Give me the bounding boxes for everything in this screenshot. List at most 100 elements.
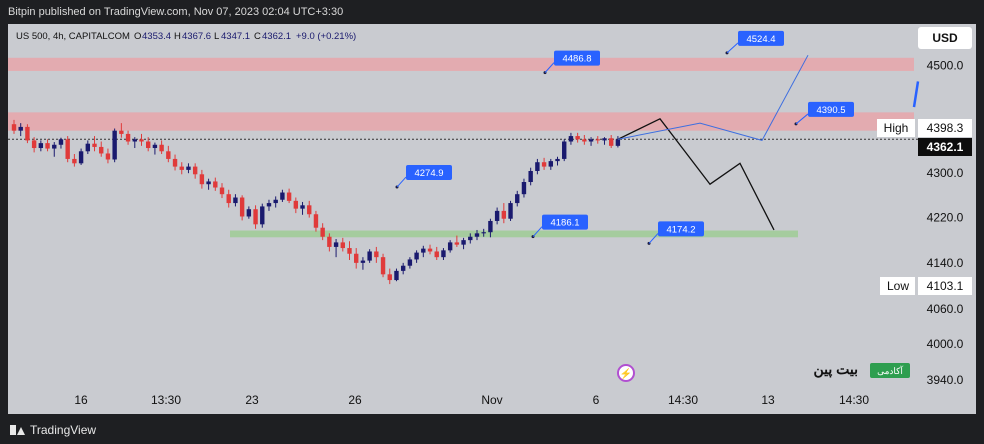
candle[interactable] (414, 250, 419, 263)
candle[interactable] (239, 195, 245, 221)
candle[interactable] (441, 248, 446, 261)
candle[interactable] (333, 238, 339, 258)
candle[interactable] (427, 244, 433, 255)
candle[interactable] (320, 223, 325, 241)
currency-button[interactable]: USD (918, 27, 972, 49)
candle[interactable] (354, 248, 359, 269)
candle[interactable] (31, 137, 37, 153)
candle[interactable] (99, 141, 104, 157)
candle[interactable] (172, 154, 178, 171)
candle[interactable] (266, 199, 272, 211)
candle[interactable] (340, 237, 345, 252)
candle[interactable] (253, 205, 258, 229)
tradingview-logo[interactable]: TradingView (10, 423, 96, 437)
candle[interactable] (132, 137, 137, 149)
candle[interactable] (260, 203, 265, 228)
price-callout[interactable]: 4524.4 (725, 30, 785, 55)
candle[interactable] (474, 229, 480, 241)
candle[interactable] (562, 139, 567, 162)
candle[interactable] (219, 183, 225, 199)
candle[interactable] (555, 156, 560, 166)
candle[interactable] (112, 128, 117, 163)
candle[interactable] (18, 123, 23, 137)
candle[interactable] (400, 262, 406, 275)
candle[interactable] (374, 246, 379, 263)
candle[interactable] (166, 145, 171, 163)
candle[interactable] (152, 142, 158, 155)
candle[interactable] (307, 200, 312, 218)
candle[interactable] (78, 148, 84, 165)
candle[interactable] (387, 268, 392, 285)
candle[interactable] (434, 246, 439, 261)
candle[interactable] (508, 200, 513, 221)
candle[interactable] (575, 132, 580, 143)
candle[interactable] (11, 119, 17, 134)
candle[interactable] (515, 190, 520, 207)
candle[interactable] (360, 257, 366, 270)
candle[interactable] (528, 167, 533, 186)
candle[interactable] (179, 162, 184, 175)
candle[interactable] (461, 237, 466, 250)
candle[interactable] (213, 177, 218, 191)
candle[interactable] (92, 136, 97, 152)
candle[interactable] (481, 228, 486, 237)
candle[interactable] (535, 158, 540, 175)
candle[interactable] (347, 241, 352, 261)
candle[interactable] (38, 140, 44, 152)
candle[interactable] (199, 169, 205, 189)
candle[interactable] (421, 245, 426, 258)
candle[interactable] (454, 235, 460, 247)
candle[interactable] (206, 178, 211, 190)
price-callout[interactable]: 4186.1 (531, 214, 589, 239)
chart-frame[interactable]: 4486.8 4524.4 4390.5 4274.9 4186.1 4174.2 US … (8, 24, 976, 414)
candle[interactable] (72, 154, 77, 167)
candle[interactable] (501, 203, 507, 224)
candle[interactable] (494, 207, 500, 225)
candle[interactable] (380, 253, 386, 278)
chart-svg[interactable]: 4486.8 4524.4 4390.5 4274.9 4186.1 4174.2 US … (8, 24, 976, 414)
candle[interactable] (313, 210, 319, 232)
candle[interactable] (615, 136, 621, 148)
candle[interactable] (608, 135, 614, 149)
projection-blue-line[interactable] (617, 54, 809, 142)
candle[interactable] (25, 124, 30, 144)
candle[interactable] (159, 140, 164, 155)
candle[interactable] (548, 158, 553, 170)
candle[interactable] (595, 136, 600, 144)
price-callout[interactable]: 4486.8 (543, 50, 601, 75)
candle[interactable] (521, 178, 527, 198)
candle[interactable] (246, 206, 252, 219)
price-callout[interactable]: 4274.9 (395, 165, 453, 189)
candle[interactable] (233, 194, 238, 207)
candle[interactable] (582, 135, 587, 145)
candle[interactable] (186, 163, 191, 174)
candle[interactable] (447, 240, 453, 253)
candle[interactable] (367, 249, 372, 263)
candle[interactable] (394, 268, 399, 282)
candle[interactable] (293, 197, 299, 214)
candle[interactable] (588, 137, 594, 146)
candle[interactable] (300, 201, 305, 215)
candle[interactable] (52, 142, 57, 157)
candle[interactable] (125, 130, 131, 145)
candle[interactable] (280, 189, 285, 202)
candle[interactable] (58, 137, 64, 149)
candle[interactable] (105, 148, 111, 164)
price-callout[interactable]: 4390.5 (794, 101, 855, 126)
candle[interactable] (488, 218, 493, 238)
candle[interactable] (146, 137, 151, 152)
candle[interactable] (119, 123, 124, 138)
candle[interactable] (407, 257, 413, 269)
candle[interactable] (327, 233, 332, 252)
candle[interactable] (226, 189, 231, 208)
candle[interactable] (286, 188, 292, 204)
zone-support[interactable] (230, 230, 798, 238)
projection-black-line[interactable] (617, 118, 775, 231)
candle[interactable] (602, 137, 607, 145)
candle[interactable] (468, 233, 473, 244)
zone-resistance-upper[interactable] (8, 57, 914, 71)
candle[interactable] (541, 157, 547, 170)
candle[interactable] (568, 132, 574, 145)
price-callout[interactable]: 4174.2 (647, 221, 705, 245)
candle[interactable] (273, 196, 278, 208)
